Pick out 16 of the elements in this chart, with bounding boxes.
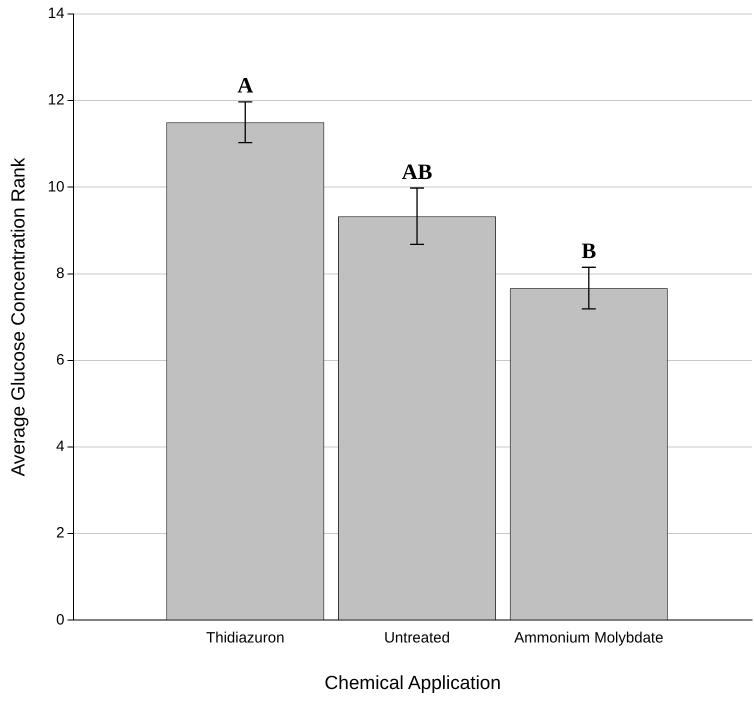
x-tick-label: Thidiazuron [206,629,284,646]
y-tick-label: 14 [48,5,64,22]
x-tick-label: Ammonium Molybdate [514,629,664,646]
y-axis-title: Average Glucose Concentration Rank [8,157,30,476]
y-tick-label: 10 [48,178,64,196]
y-tick-label: 12 [48,92,64,109]
y-tick-label: 4 [56,438,64,456]
y-tick-label: 8 [56,264,64,282]
y-tick-label: 6 [56,352,64,369]
annotation: A [237,72,254,98]
y-tick-label: 2 [56,524,64,542]
annotation: B [581,238,596,263]
annotation: AB [402,158,433,184]
y-tick-label: 0 [56,611,64,628]
x-axis-title: Chemical Application [324,672,501,694]
x-tick-label: Untreated [384,629,450,646]
